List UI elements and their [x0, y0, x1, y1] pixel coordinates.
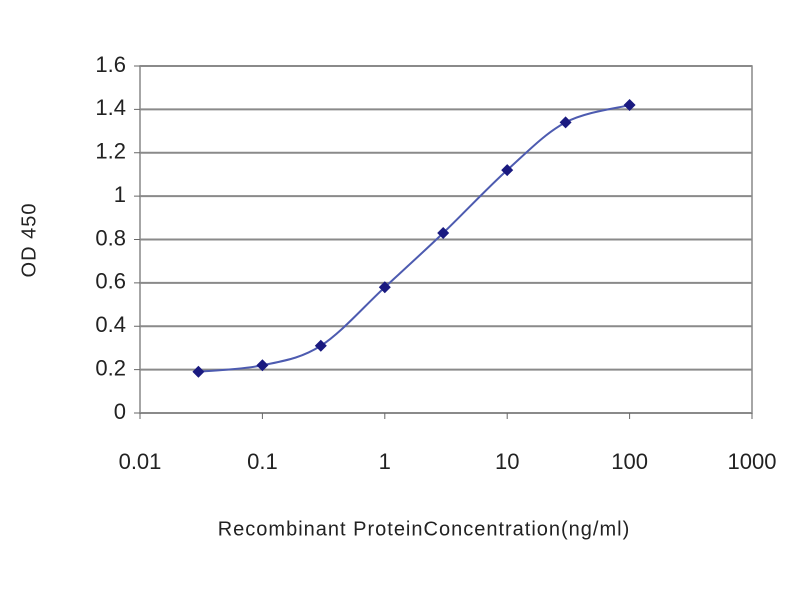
data-point [314, 339, 327, 352]
x-tick-label: 1000 [728, 449, 777, 474]
y-tick-label: 1.6 [95, 52, 126, 77]
x-tick-label: 0.01 [119, 449, 162, 474]
data-point [501, 164, 514, 177]
y-tick-label: 1 [114, 182, 126, 207]
y-tick-label: 1.4 [95, 95, 126, 120]
data-point [559, 116, 572, 129]
y-tick-label: 0.6 [95, 269, 126, 294]
y-axis-title: OD 450 [18, 203, 40, 278]
y-tick-label: 0.8 [95, 225, 126, 250]
y-tick-label: 0.2 [95, 355, 126, 380]
data-point [256, 359, 269, 372]
data-point [437, 226, 450, 239]
x-tick-label: 1 [379, 449, 391, 474]
y-tick-label: 1.2 [95, 139, 126, 164]
series-line [198, 104, 630, 373]
x-tick-label: 0.1 [247, 449, 278, 474]
data-point [192, 365, 205, 378]
data-point [378, 281, 391, 294]
x-tick-label: 10 [495, 449, 519, 474]
x-tick-label: 100 [611, 449, 648, 474]
y-tick-label: 0.4 [95, 312, 126, 337]
x-axis-title: Recombinant ProteinConcentration(ng/ml) [218, 518, 631, 540]
data-point [623, 99, 636, 112]
y-tick-label: 0 [114, 399, 126, 424]
